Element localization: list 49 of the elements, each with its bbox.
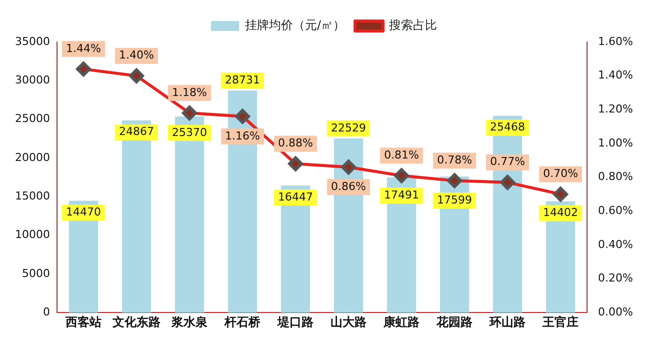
x-tick-label: 环山路 <box>488 314 527 329</box>
y-tick-label: 15000 <box>14 189 50 202</box>
data-label: 25468 <box>490 120 526 134</box>
y2-tick-label: 0.40% <box>598 238 634 251</box>
x-tick-label: 西客站 <box>64 314 102 329</box>
data-label: 17491 <box>384 188 420 202</box>
data-label: 0.81% <box>384 148 420 162</box>
y2-tick-label: 0.00% <box>598 305 634 318</box>
x-tick-label: 花园路 <box>436 314 474 329</box>
y2-tick-label: 0.20% <box>598 272 634 285</box>
data-label: 1.40% <box>119 48 154 62</box>
data-label: 16447 <box>278 190 314 204</box>
y2-tick-label: 1.60% <box>598 34 634 48</box>
x-tick-label: 山大路 <box>330 314 368 329</box>
x-tick-label: 王官庄 <box>542 314 579 329</box>
data-label: 22529 <box>331 121 366 134</box>
y-tick-label: 30000 <box>14 74 50 87</box>
data-label: 28731 <box>225 73 260 86</box>
y2-tick-label: 1.00% <box>598 136 634 150</box>
data-label: 0.86% <box>331 180 366 194</box>
x-tick-label: 堤口路 <box>276 314 315 329</box>
data-label: 0.77% <box>490 155 526 168</box>
data-label: 0.70% <box>543 167 578 180</box>
data-label: 0.78% <box>437 154 472 167</box>
data-label: 14402 <box>543 206 578 220</box>
data-label: 24867 <box>119 125 154 138</box>
data-label: 0.88% <box>278 136 313 150</box>
y2-tick-label: 0.80% <box>598 170 634 184</box>
y-tick-label: 10000 <box>14 228 50 242</box>
legend-label: 搜索占比 <box>389 18 438 32</box>
x-tick-label: 杆石桥 <box>224 314 262 329</box>
x-tick-label: 文化东路 <box>112 314 162 329</box>
y2-tick-label: 0.60% <box>598 204 634 217</box>
x-tick-label: 康虹路 <box>382 314 421 329</box>
y-tick-label: 25000 <box>14 112 50 126</box>
data-label: 17599 <box>437 194 472 207</box>
y-tick-label: 20000 <box>14 150 50 164</box>
data-label: 1.18% <box>172 86 207 99</box>
data-label: 1.44% <box>66 42 101 55</box>
data-label: 1.16% <box>225 129 260 142</box>
y-tick-label: 0 <box>42 305 50 318</box>
data-label: 25370 <box>172 126 208 139</box>
y-tick-label: 5000 <box>22 266 50 280</box>
legend-label: 挂牌均价（元/㎡） <box>244 18 346 32</box>
data-label: 14470 <box>66 206 101 219</box>
y2-tick-label: 1.20% <box>598 102 634 116</box>
y2-tick-label: 1.40% <box>598 68 634 82</box>
y-tick-label: 35000 <box>14 34 50 48</box>
x-tick-label: 浆水泉 <box>170 314 208 329</box>
